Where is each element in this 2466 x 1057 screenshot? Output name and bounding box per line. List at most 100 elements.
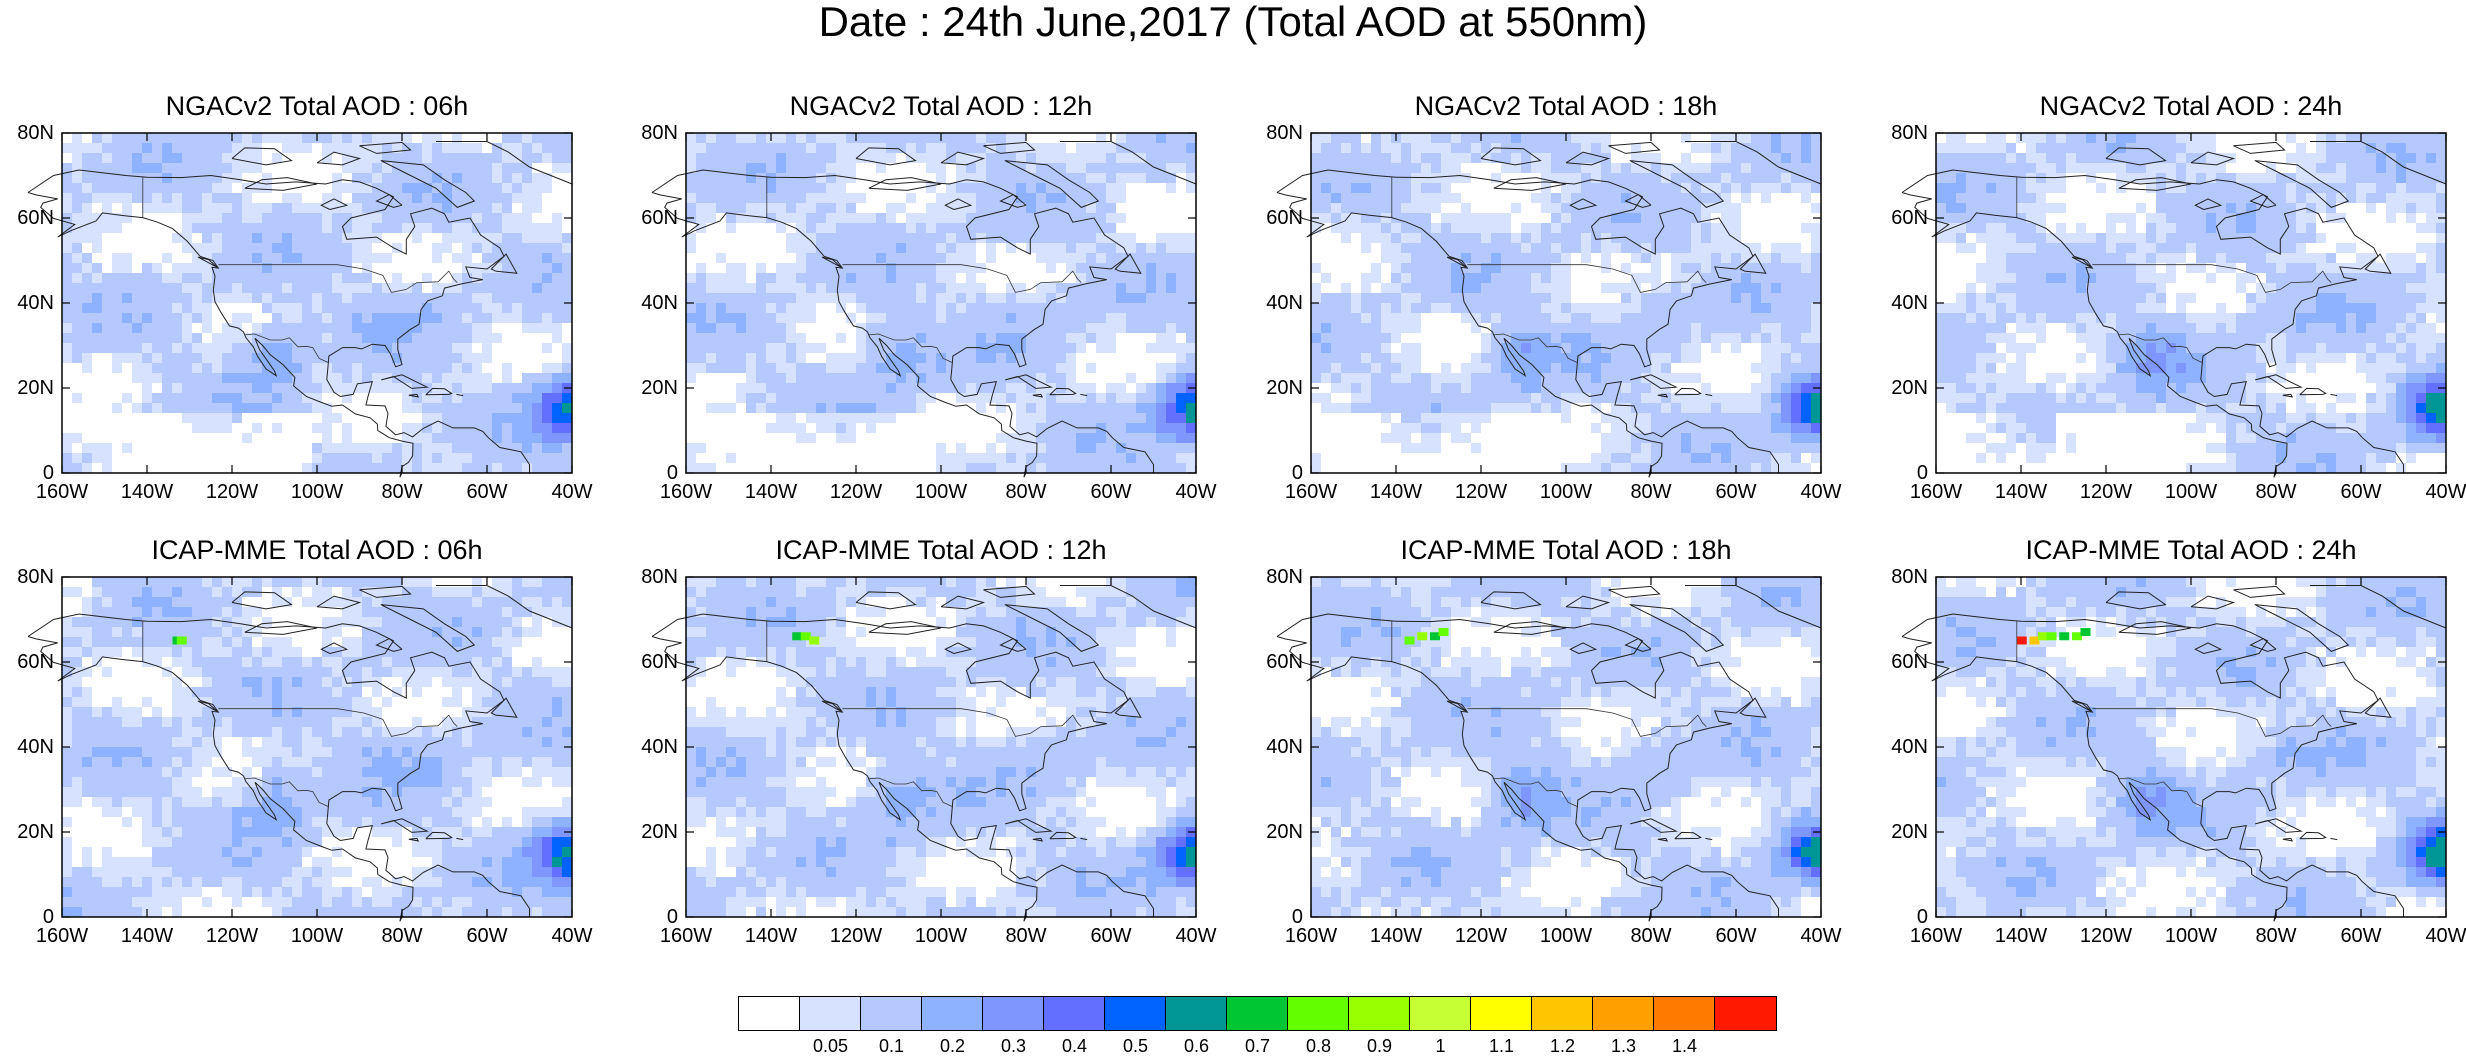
- aod-cell: [1966, 363, 1976, 373]
- aod-cell: [1801, 213, 1811, 223]
- aod-cell: [1691, 363, 1701, 373]
- aod-cell: [522, 143, 532, 153]
- aod-cell: [976, 433, 986, 443]
- aod-cell: [62, 413, 72, 423]
- aod-cell: [1166, 383, 1176, 393]
- aod-cell: [132, 453, 142, 463]
- aod-map: [62, 133, 572, 473]
- aod-cell: [272, 283, 282, 293]
- aod-cell: [132, 203, 142, 213]
- aod-cell: [1811, 353, 1821, 363]
- aod-cell: [916, 143, 926, 153]
- aod-cell: [1631, 223, 1641, 233]
- aod-cell: [696, 333, 706, 343]
- aod-cell: [62, 293, 72, 303]
- aod-cell: [1976, 163, 1986, 173]
- aod-cell: [562, 143, 572, 153]
- aod-cell: [1741, 173, 1751, 183]
- aod-cell: [1361, 333, 1371, 343]
- aod-cell: [696, 273, 706, 283]
- aod-cell: [1966, 293, 1976, 303]
- aod-cell: [1611, 353, 1621, 363]
- aod-cell: [372, 313, 382, 323]
- aod-cell: [2246, 293, 2256, 303]
- aod-cell: [222, 283, 232, 293]
- aod-cell: [2046, 393, 2056, 403]
- aod-cell: [1651, 343, 1661, 353]
- aod-cell: [102, 163, 112, 173]
- aod-cell: [512, 283, 522, 293]
- aod-cell: [82, 133, 92, 143]
- aod-cell: [1811, 183, 1821, 193]
- aod-cell: [442, 203, 452, 213]
- aod-cell: [1311, 443, 1321, 453]
- aod-cell: [382, 213, 392, 223]
- aod-cell: [1771, 413, 1781, 423]
- aod-cell: [846, 383, 856, 393]
- aod-cell: [1561, 323, 1571, 333]
- aod-cell: [1511, 293, 1521, 303]
- aod-cell: [746, 143, 756, 153]
- aod-cell: [1076, 303, 1086, 313]
- aod-cell: [312, 243, 322, 253]
- aod-cell: [352, 313, 362, 323]
- aod-cell: [322, 393, 332, 403]
- aod-cell: [756, 283, 766, 293]
- aod-cell: [562, 223, 572, 233]
- aod-cell: [172, 313, 182, 323]
- aod-cell: [716, 173, 726, 183]
- aod-cell: [282, 353, 292, 363]
- aod-cell: [1521, 283, 1531, 293]
- aod-cell: [2406, 363, 2416, 373]
- aod-cell: [62, 173, 72, 183]
- aod-cell: [2266, 213, 2276, 223]
- aod-cell: [2146, 283, 2156, 293]
- aod-cell: [2256, 273, 2266, 283]
- aod-cell: [1126, 403, 1136, 413]
- aod-cell: [1561, 363, 1571, 373]
- aod-cell: [946, 243, 956, 253]
- aod-cell: [1791, 143, 1801, 153]
- aod-cell: [2406, 153, 2416, 163]
- aod-cell: [412, 413, 422, 423]
- aod-cell: [1311, 183, 1321, 193]
- aod-cell: [886, 333, 896, 343]
- aod-cell: [736, 293, 746, 303]
- aod-cell: [1511, 393, 1521, 403]
- aod-cell: [1176, 143, 1186, 153]
- aod-cell: [2006, 393, 2016, 403]
- y-tick-label: 40N: [1243, 292, 1303, 314]
- aod-cell: [1006, 273, 1016, 283]
- aod-cell: [1771, 173, 1781, 183]
- aod-cell: [1601, 203, 1611, 213]
- aod-cell: [2166, 303, 2176, 313]
- aod-cell: [2336, 323, 2346, 333]
- aod-cell: [392, 423, 402, 433]
- aod-cell: [1551, 453, 1561, 463]
- aod-cell: [1781, 233, 1791, 243]
- aod-cell: [1491, 423, 1501, 433]
- aod-cell: [1056, 453, 1066, 463]
- aod-cell: [1641, 213, 1651, 223]
- aod-cell: [696, 233, 706, 243]
- aod-cell: [2056, 383, 2066, 393]
- aod-cell: [1661, 253, 1671, 263]
- aod-cell: [492, 413, 502, 423]
- aod-cell: [462, 153, 472, 163]
- aod-cell: [1631, 383, 1641, 393]
- aod-cell: [716, 333, 726, 343]
- aod-cell: [202, 183, 212, 193]
- aod-cell: [1321, 433, 1331, 443]
- aod-cell: [1681, 243, 1691, 253]
- aod-cell: [1441, 393, 1451, 403]
- aod-cell: [1811, 273, 1821, 283]
- aod-cell: [926, 133, 936, 143]
- aod-cell: [1541, 133, 1551, 143]
- aod-cell: [182, 173, 192, 183]
- aod-cell: [1691, 443, 1701, 453]
- aod-cell: [212, 133, 222, 143]
- aod-cell: [1741, 343, 1751, 353]
- aod-cell: [102, 433, 112, 443]
- aod-cell: [1311, 403, 1321, 413]
- aod-cell: [1986, 183, 1996, 193]
